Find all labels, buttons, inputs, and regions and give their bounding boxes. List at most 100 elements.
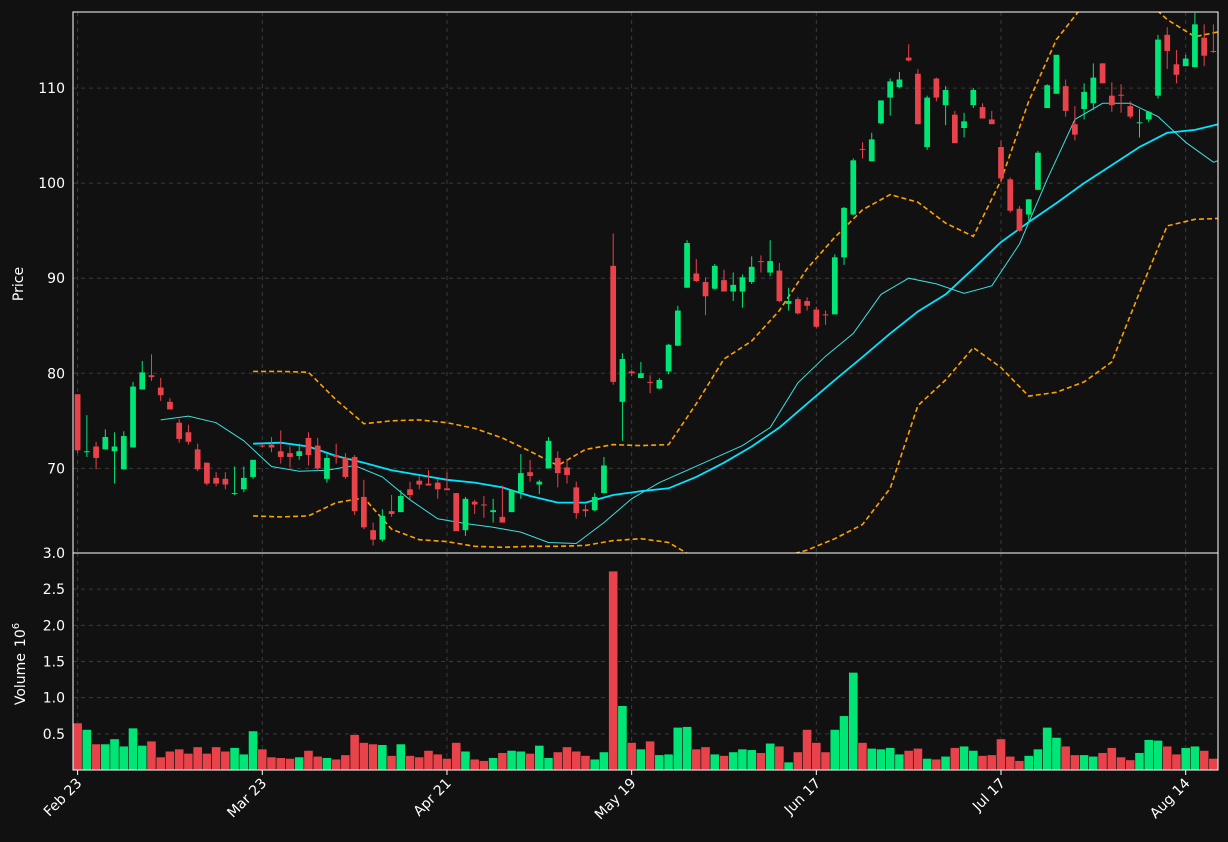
candle-body [1025,199,1032,215]
volume-bar [839,715,849,771]
candle-body [711,265,718,289]
volume-bar [728,751,739,771]
candle-body [213,477,219,484]
volume-bar [700,746,711,771]
candle-body [102,437,109,450]
volume-tick-label: 1.0 [43,691,65,707]
volume-bar [756,752,766,771]
candle-body [517,473,524,493]
volume-bar [626,742,637,771]
volume-bar [1208,758,1219,771]
candle-body [951,114,958,144]
candle-body [1081,91,1087,109]
candle-body [610,265,617,382]
volume-bar [238,753,249,771]
candle-body [83,451,90,453]
candle-body [434,482,441,490]
volume-bar [275,757,286,771]
volume-panel-frame [72,552,1219,771]
volume-tick-label: 2.0 [43,618,65,634]
volume-bar [1189,745,1200,771]
grid-lines [73,12,1218,770]
candle-body [120,436,127,470]
volume-bar [931,758,942,771]
candle-body [194,449,201,470]
volume-bar [857,742,868,771]
candle-body [508,490,515,513]
candle-body [638,373,644,379]
candle-body [74,394,81,451]
volume-bar [654,754,665,771]
candle-body [250,459,256,477]
volume-bar [488,757,499,771]
volume-bar [377,744,388,771]
volume-bar [829,729,840,771]
volume-bar [340,754,351,771]
volume-bar [562,746,572,771]
candle-body [471,501,478,505]
candle-body [1145,111,1152,120]
candle-body [804,301,810,306]
volume-bar [81,729,92,771]
moving-averages [160,102,1218,545]
volume-bar [405,755,415,771]
candle-body [222,478,229,485]
candle-body [684,243,690,288]
volume-bar [709,753,720,771]
candle-body [794,299,801,314]
candle-body [878,100,884,124]
candle-body [536,481,543,485]
candle-body [601,465,607,494]
volume-bar [469,758,480,771]
volume-tick-label: 1.5 [43,655,65,671]
candle-body [93,446,99,458]
candle-body [240,477,247,490]
candle-body [1192,24,1198,68]
candle-body [730,284,737,292]
volume-bar [1097,752,1108,771]
volume-bar [432,753,443,771]
candle-body [998,147,1004,179]
volume-bar [1042,727,1053,771]
volume-bar [783,761,794,771]
volume-bar [349,734,360,771]
volume-scale-base: 10 [13,629,29,647]
candle-body [314,445,321,469]
candle-body [342,457,349,477]
volume-bar [645,740,656,771]
moving-average-long [253,123,1218,504]
candle-body [628,371,635,374]
candle-body [305,437,312,456]
volume-bar [746,749,757,771]
candle-body [111,446,118,452]
volume-bar [525,753,535,771]
price-tick-label: 90 [47,271,65,287]
volume-tick-label: 0.5 [43,727,65,743]
candle-body [287,453,293,457]
candle-body [490,510,497,513]
volume-bar [968,750,979,771]
volume-bar [635,748,646,771]
candle-body [988,119,995,125]
candle-body [924,97,930,148]
candle-body [453,493,460,532]
candle-body [1108,95,1115,106]
volume-bar [146,740,157,771]
candle-body [739,277,746,292]
volume-bar [922,758,933,771]
candle-body [444,488,450,491]
volume-bar [663,753,674,771]
candle-body [656,379,663,389]
volume-bar [497,752,508,771]
volume-bar [100,743,111,771]
candle-body [545,440,552,469]
price-tick-label: 80 [47,366,65,382]
candle-body [351,456,358,512]
candle-body [868,139,875,162]
candle-body [942,89,949,106]
candle-body [388,511,395,515]
candle-body [361,496,367,528]
volume-bar [192,746,203,771]
candle-body [1201,37,1208,56]
candle-body [425,483,432,486]
